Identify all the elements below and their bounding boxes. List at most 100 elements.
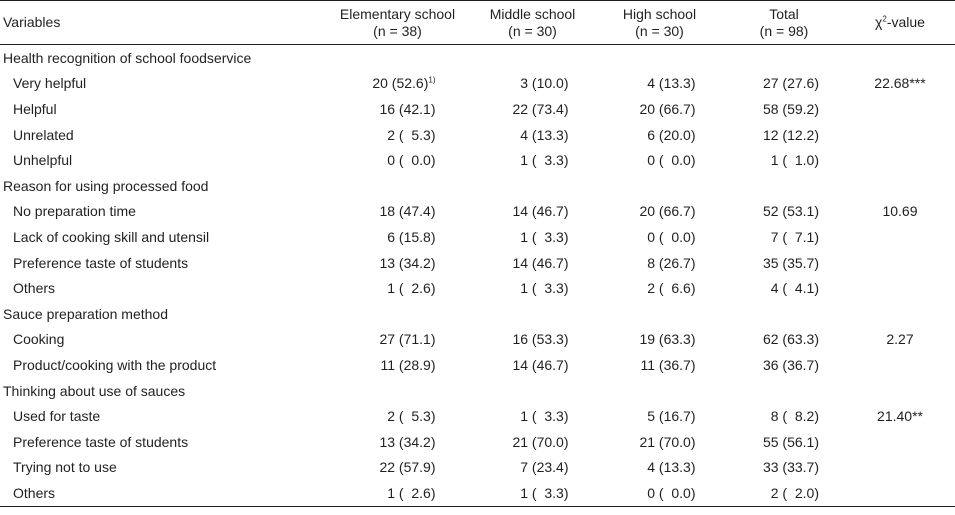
cell-value: 33 (33.7): [762, 459, 819, 476]
cell-value-wrap: 11 (36.7): [624, 356, 696, 374]
table-row: Preference taste of students 13 (34.2) 21 …: [0, 429, 955, 455]
cell-value: 20 (66.7): [639, 203, 696, 220]
cell-value: 8 (26.7): [647, 254, 696, 271]
cell-value-wrap: 16 (42.1): [360, 100, 436, 118]
row-label: Others: [0, 480, 326, 507]
cell-value-wrap: 13 (34.2): [360, 254, 435, 272]
cell-h: 6 (20.0): [596, 122, 723, 148]
cell-h: 11 (36.7): [596, 352, 723, 378]
cell-e: 27 (71.1): [326, 327, 469, 353]
group-title: Reason for using processed food: [3, 177, 209, 194]
cell-value: 36 (36.7): [762, 356, 819, 373]
table-row: No preparation time 18 (47.4) 14 (46.7) 20 …: [0, 199, 955, 225]
cell-t: 27 (27.6): [723, 71, 845, 97]
cell-value: 0 ( 0.0): [647, 484, 696, 501]
cell-value: 7 ( 7.1): [770, 228, 819, 245]
cell-h: 4 (13.3): [596, 71, 723, 97]
group-title: Health recognition of school foodservice: [3, 49, 252, 66]
row-label: Preference taste of students: [13, 433, 189, 450]
table-row: Others 1 ( 2.6) 1 ( 3.3) 0 ( 0.0) 2 ( 2.0): [0, 480, 955, 507]
cell-value-wrap: 22 (57.9): [360, 458, 435, 476]
cell-value-wrap: 55 (56.1): [749, 433, 819, 451]
row-label: Cooking: [13, 331, 65, 348]
cell-value-wrap: 4 (13.3): [624, 458, 695, 476]
cell-value-wrap: 0 ( 0.0): [624, 151, 695, 169]
cell-value: 62 (63.3): [762, 331, 819, 348]
cell-value: 20 (66.7): [639, 100, 696, 117]
cell-value: 21 (70.0): [512, 433, 569, 450]
group-row: Sauce preparation method: [0, 301, 955, 327]
table-row: Product/cooking with the product 11 (28.9…: [0, 352, 955, 378]
cell-e: 11 (28.9): [326, 352, 469, 378]
cell-m: 1 ( 3.3): [469, 275, 596, 301]
cell-value: 0 ( 0.0): [387, 152, 436, 169]
row-label: Product/cooking with the product: [13, 356, 217, 373]
header-elementary-n: (n = 38): [373, 22, 422, 39]
cell-t: 7 ( 7.1): [723, 224, 845, 250]
cell-h: 8 (26.7): [596, 250, 723, 276]
cell-value-wrap: 1 ( 3.3): [497, 484, 568, 502]
table-row: Helpful 16 (42.1) 22 (73.4) 20 (66.7) 58 (59…: [0, 96, 955, 122]
cell-e: 22 (57.9): [326, 455, 469, 481]
cell-h: 5 (16.7): [596, 403, 723, 429]
row-label: No preparation time: [13, 203, 136, 220]
cell-m: 14 (46.7): [469, 199, 596, 225]
cell-value: 1 ( 3.3): [520, 228, 569, 245]
cell-value-wrap: 8 ( 8.2): [749, 407, 819, 425]
cell-value-wrap: 21 (70.0): [497, 433, 569, 451]
cell-value: 19 (63.3): [639, 331, 696, 348]
group-title: Sauce preparation method: [3, 305, 168, 322]
cell-value: 11 (28.9): [380, 356, 436, 373]
cell-value: 2 ( 2.0): [770, 484, 819, 501]
cell-value: 12 (12.2): [762, 126, 819, 143]
cell-value: 16 (42.1): [379, 100, 436, 117]
cell-value-wrap: 22 (73.4): [497, 100, 568, 118]
cell-value: 55 (56.1): [762, 433, 819, 450]
header-middle: Middle school (n = 30): [469, 0, 596, 45]
chi-value: [845, 429, 955, 455]
cell-value: 5 (16.7): [647, 408, 696, 425]
header-total-n: (n = 98): [759, 22, 809, 39]
cell-value: 6 (20.0): [647, 126, 696, 143]
cell-e: 2 ( 5.3): [326, 403, 469, 429]
cell-e: 2 ( 5.3): [326, 122, 469, 148]
table-row: Trying not to use 22 (57.9) 7 (23.4) 4 (13.…: [0, 455, 955, 481]
cell-value-wrap: 27 (71.1): [360, 330, 435, 348]
cell-value-wrap: 2 ( 5.3): [360, 126, 435, 144]
chi-value: 22.68***: [874, 75, 926, 92]
cell-value: 7 (23.4): [520, 459, 569, 476]
cell-value-wrap: 33 (33.7): [749, 458, 819, 476]
cell-value: 8 ( 8.2): [770, 408, 819, 425]
cell-m: 3 (10.0): [469, 71, 596, 97]
cell-value-wrap: 1 ( 2.6): [360, 279, 435, 297]
cell-value-wrap: 16 (53.3): [497, 330, 568, 348]
header-chi-value: χ2-value: [845, 0, 955, 45]
cell-h: 19 (63.3): [596, 327, 723, 353]
cell-t: 35 (35.7): [723, 250, 845, 276]
cell-value: 4 (13.3): [647, 75, 696, 92]
header-high-name: High school: [622, 5, 697, 22]
cell-value: 14 (46.7): [512, 356, 569, 373]
cell-value: 1 ( 3.3): [520, 152, 569, 169]
cell-e: 1 ( 2.6): [326, 275, 469, 301]
cell-value-wrap: 6 (20.0): [624, 126, 696, 144]
table-row: Others 1 ( 2.6) 1 ( 3.3) 2 ( 6.6) 4 ( 4.1): [0, 275, 955, 301]
cell-e: 1 ( 2.6): [326, 480, 469, 507]
cell-value: 14 (46.7): [512, 203, 569, 220]
cell-value: 4 ( 4.1): [770, 280, 819, 297]
cell-t: 8 ( 8.2): [723, 403, 845, 429]
chi-value: 10.69: [882, 203, 918, 220]
header-middle-name: Middle school: [489, 5, 576, 22]
cell-value-wrap: 21 (70.0): [624, 433, 695, 451]
cell-value: 27 (27.6): [762, 75, 819, 92]
cell-value: 13 (34.2): [379, 433, 436, 450]
group-title: Thinking about use of sauces: [3, 382, 186, 399]
cell-value-wrap: 27 (27.6): [749, 74, 819, 92]
cell-value-wrap: 14 (46.7): [497, 356, 569, 374]
chi-value: [845, 352, 955, 378]
cell-e: 16 (42.1): [326, 96, 469, 122]
chi-value: [845, 224, 955, 250]
cell-value-wrap: 20 (52.6)1): [360, 74, 435, 92]
cell-value-wrap: 1 ( 3.3): [497, 151, 569, 169]
chi-value: [845, 96, 955, 122]
